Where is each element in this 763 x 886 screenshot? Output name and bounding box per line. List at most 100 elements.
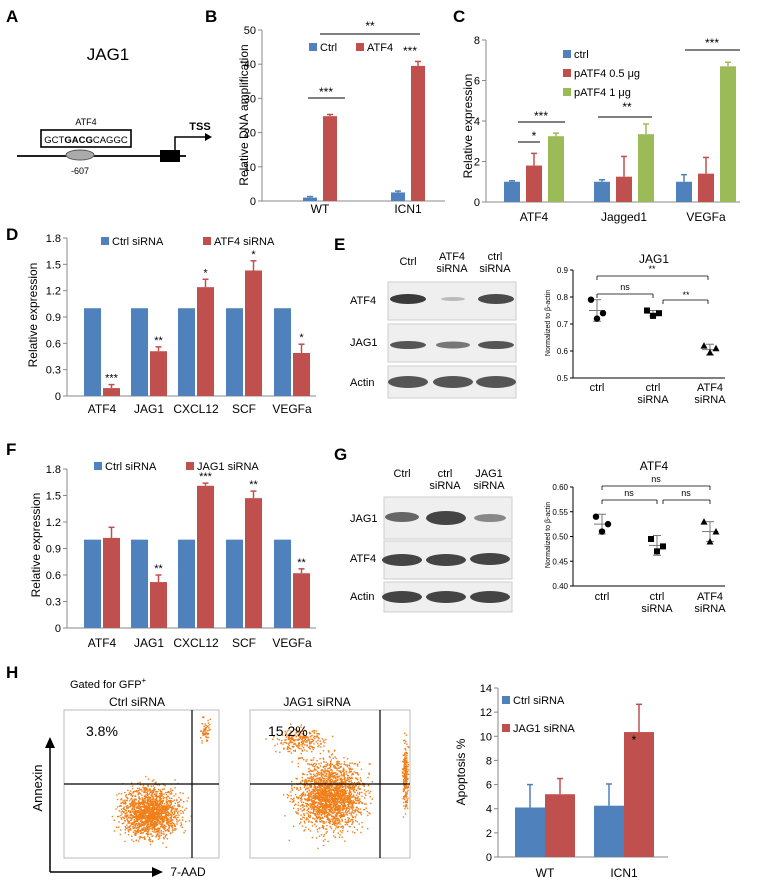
event-dot (127, 834, 130, 836)
event-dot (320, 790, 323, 793)
event-dot (120, 798, 123, 800)
event-dot (313, 804, 315, 806)
event-dot (180, 825, 182, 827)
event-dot (354, 802, 356, 804)
event-dot (327, 819, 330, 822)
event-dot (163, 821, 165, 823)
event-dot (138, 792, 141, 794)
event-dot (325, 808, 327, 811)
event-dot (160, 815, 162, 817)
event-dot (160, 811, 162, 813)
event-dot (359, 791, 361, 794)
event-dot (407, 785, 409, 787)
event-dot (144, 821, 146, 823)
event-dot (369, 796, 371, 798)
event-dot (315, 763, 317, 765)
event-dot (407, 764, 409, 766)
significance-label: *** (403, 44, 417, 58)
event-dot (147, 833, 150, 835)
legend-label: ATF4 siRNA (214, 236, 275, 248)
event-dot (355, 785, 357, 787)
bar (504, 181, 520, 202)
event-dot (351, 772, 354, 775)
event-dot (165, 819, 167, 821)
event-dot (331, 797, 334, 799)
event-dot (141, 814, 144, 816)
event-dot (155, 794, 158, 796)
event-dot (312, 748, 314, 751)
event-dot (311, 825, 314, 827)
event-dot (322, 758, 325, 760)
event-dot (145, 817, 147, 819)
event-dot (306, 759, 308, 761)
event-dot (132, 808, 134, 810)
event-dot (318, 792, 320, 794)
event-dot (313, 805, 316, 808)
event-dot (340, 815, 342, 817)
event-dot (137, 816, 139, 819)
event-dot (153, 790, 155, 792)
event-dot (141, 828, 144, 830)
event-dot (293, 743, 295, 746)
event-dot (334, 796, 337, 799)
event-dot (141, 797, 144, 799)
event-dot (322, 750, 325, 752)
event-dot (340, 772, 343, 774)
event-dot (324, 770, 326, 773)
event-dot (159, 792, 162, 795)
event-dot (347, 786, 349, 789)
event-dot (288, 742, 290, 744)
event-dot (276, 743, 279, 745)
y-tick-label: 0 (474, 197, 480, 209)
event-dot (351, 774, 353, 776)
event-dot (181, 806, 184, 808)
event-dot (315, 801, 318, 804)
event-dot (350, 814, 352, 816)
event-dot (353, 796, 355, 798)
event-dot (339, 771, 342, 773)
event-dot (291, 780, 293, 783)
event-dot (297, 742, 300, 744)
event-dot (293, 804, 296, 806)
event-dot (320, 814, 322, 817)
event-dot (329, 765, 332, 768)
event-dot (141, 788, 143, 791)
event-dot (296, 778, 298, 780)
event-dot (153, 793, 156, 795)
event-dot (293, 733, 296, 736)
event-dot (311, 779, 313, 781)
event-dot (306, 817, 308, 819)
event-dot (337, 806, 339, 808)
event-dot (159, 808, 161, 810)
event-dot (321, 773, 324, 776)
event-dot (314, 793, 317, 795)
event-dot (157, 791, 159, 793)
event-dot (316, 733, 318, 735)
event-dot (346, 764, 349, 767)
event-dot (405, 785, 407, 787)
event-dot (146, 811, 148, 813)
event-dot (165, 805, 167, 808)
x-tick-label: CXCL12 (173, 636, 219, 650)
significance-label: *** (105, 373, 119, 385)
event-dot (167, 814, 169, 816)
event-dot (369, 813, 371, 815)
event-dot (317, 773, 319, 775)
data-point (654, 548, 660, 555)
event-dot (352, 789, 355, 792)
band (478, 341, 514, 349)
event-dot (145, 796, 147, 798)
event-dot (303, 749, 306, 751)
event-dot (317, 793, 319, 795)
event-dot (295, 739, 297, 741)
event-dot (317, 847, 319, 850)
event-dot (157, 827, 159, 829)
event-dot (403, 772, 406, 775)
event-dot (336, 817, 338, 820)
event-dot (135, 806, 138, 809)
y-tick-label: 30 (244, 93, 256, 105)
event-dot (168, 828, 170, 830)
event-dot (329, 825, 331, 828)
event-dot (140, 807, 142, 809)
event-dot (318, 800, 321, 802)
